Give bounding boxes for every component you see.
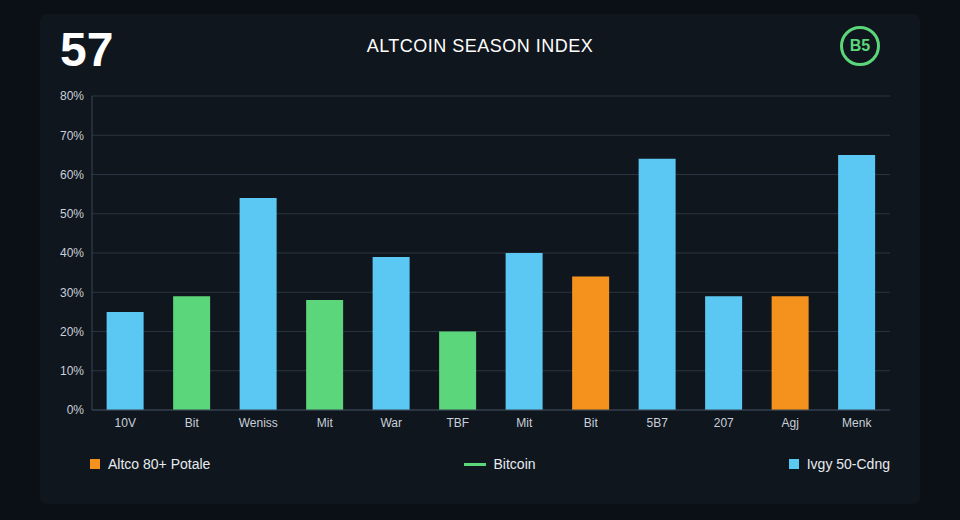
svg-text:70%: 70% <box>60 129 84 143</box>
svg-text:30%: 30% <box>60 286 84 300</box>
svg-text:Bit: Bit <box>584 416 599 430</box>
svg-text:207: 207 <box>714 416 734 430</box>
svg-text:5B7: 5B7 <box>647 416 669 430</box>
svg-text:20%: 20% <box>60 325 84 339</box>
svg-text:80%: 80% <box>60 89 84 103</box>
svg-text:TBF: TBF <box>446 416 469 430</box>
svg-text:Mit: Mit <box>516 416 533 430</box>
svg-text:War: War <box>380 416 402 430</box>
html-text:57: 57 <box>60 23 114 76</box>
svg-text:60%: 60% <box>60 168 84 182</box>
html-text:Altco 80+ Potale: Altco 80+ Potale <box>108 456 211 472</box>
svg-text:Agj: Agj <box>782 416 799 430</box>
svg-text:Weniss: Weniss <box>239 416 278 430</box>
svg-text:0%: 0% <box>67 403 85 417</box>
html-text:Bitcoin: Bitcoin <box>493 456 536 472</box>
svg-text:Menk: Menk <box>842 416 872 430</box>
svg-text:40%: 40% <box>60 246 84 260</box>
svg-text:Bit: Bit <box>185 416 200 430</box>
html-text:B5: B5 <box>849 37 871 54</box>
html-text:Ivgy 50-Cdng: Ivgy 50-Cdng <box>806 456 890 472</box>
svg-text:50%: 50% <box>60 207 84 221</box>
svg-text:10%: 10% <box>60 364 84 378</box>
svg-text:10V: 10V <box>115 416 136 430</box>
html-text:ALTCOIN SEASON INDEX: ALTCOIN SEASON INDEX <box>366 36 594 56</box>
svg-text:Mit: Mit <box>317 416 334 430</box>
